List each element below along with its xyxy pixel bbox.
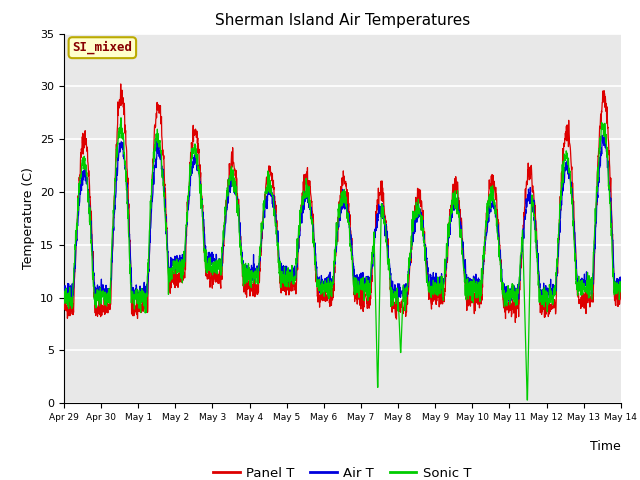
Text: SI_mixed: SI_mixed (72, 41, 132, 54)
Legend: Panel T, Air T, Sonic T: Panel T, Air T, Sonic T (208, 462, 477, 480)
Text: Time: Time (590, 440, 621, 453)
Title: Sherman Island Air Temperatures: Sherman Island Air Temperatures (215, 13, 470, 28)
Y-axis label: Temperature (C): Temperature (C) (22, 168, 35, 269)
